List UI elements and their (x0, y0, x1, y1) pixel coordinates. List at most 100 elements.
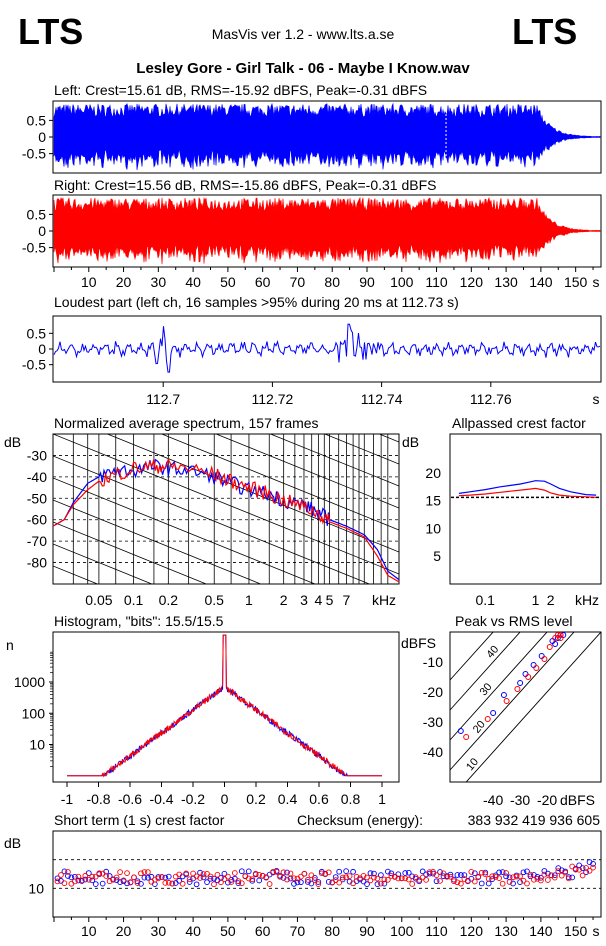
y-tick-label: 0.5 (27, 325, 47, 341)
crest-point (458, 872, 464, 878)
crest-point (378, 880, 384, 887)
crest-point (437, 878, 443, 884)
crest-point (238, 868, 245, 875)
y-tick-label: 0.5 (27, 206, 47, 222)
crest-point (538, 874, 544, 881)
crest-point (92, 873, 99, 880)
crest-point (113, 874, 120, 881)
crest-point (430, 870, 436, 877)
crest-point (134, 880, 141, 886)
x-tick-label: 0.6 (309, 791, 329, 807)
avg-spectrum-title: Normalized average spectrum, 157 frames (54, 415, 319, 431)
crest-point (61, 868, 68, 875)
x-tick-label: 112.7 (146, 391, 180, 407)
crest-point (423, 877, 429, 883)
crest-point (85, 870, 92, 876)
crest-point (412, 874, 419, 880)
crest-point (531, 876, 537, 883)
x-tick-label: 30 (151, 274, 167, 290)
crest-point (190, 870, 196, 877)
crest-point (433, 872, 440, 878)
peak-vs-rms-point (484, 716, 491, 722)
x-tick-label: 120 (460, 274, 484, 290)
peak-vs-rms-point (557, 635, 564, 641)
crest-point (513, 873, 520, 880)
x-tick-label: 50 (220, 923, 236, 939)
crest-point (364, 874, 370, 881)
x-tick-label: 1 (532, 592, 540, 608)
x-tick-label: 70 (290, 923, 306, 939)
crest-point (270, 868, 276, 875)
crest-point (336, 879, 343, 886)
avg-spectrum-ylabel: dB (4, 434, 21, 450)
crest-point (141, 874, 148, 881)
x-tick-label: 140 (529, 274, 553, 290)
x-tick-label: 112.74 (361, 391, 403, 407)
crest-point (388, 873, 395, 879)
crest-point (263, 874, 269, 880)
crest-point (193, 873, 200, 880)
x-tick-label: 60 (255, 923, 271, 939)
peak-vs-rms-point (463, 734, 470, 740)
crest-point (200, 871, 207, 877)
crest-point (287, 870, 294, 877)
crest-point (385, 876, 391, 883)
histogram-panel: Histogram, "bits": 15.5/15.5 n 100010010… (6, 613, 400, 807)
crest-point (256, 872, 263, 878)
right-waveform-panel: Right: Crest=15.56 dB, RMS=-15.86 dBFS, … (22, 177, 602, 290)
crest-point (551, 872, 558, 879)
crest-point (405, 876, 412, 883)
crest-point (489, 873, 496, 880)
crest-point (343, 874, 349, 881)
x-tick-label: 10 (81, 274, 97, 290)
x-tick-label: 30 (151, 923, 167, 939)
y-tick-label: -20 (423, 684, 443, 700)
crest-point (65, 873, 71, 879)
crest-point (325, 879, 332, 885)
crest-point (68, 874, 75, 881)
x-tick-label: 90 (359, 923, 375, 939)
y-tick-label: -30 (423, 714, 443, 730)
peak-vs-rms-panel: Peak vs RMS level dBFS 40 30 20 10 0 dB -10 -… (401, 613, 602, 808)
crest-point (89, 877, 96, 884)
crest-point (343, 868, 349, 874)
peak-vs-rms-point (503, 698, 510, 704)
crest-point (388, 870, 395, 877)
crest-point (468, 869, 475, 875)
crest-point (252, 870, 259, 877)
x-tick-label: 3 (300, 592, 308, 608)
crest-point (590, 864, 596, 871)
x-tick-label: 4 (314, 592, 322, 608)
x-tick-label: -40 (483, 792, 503, 808)
crest-point (541, 871, 548, 878)
crest-point (225, 879, 231, 886)
crest-point (145, 869, 151, 875)
x-tick-label: 7 (343, 592, 351, 608)
x-tick-label: -30 (510, 792, 530, 808)
x-tick-label: 50 (220, 274, 236, 290)
x-tick-label: 100 (390, 923, 414, 939)
crest-point (308, 880, 315, 887)
crest-point (440, 873, 447, 880)
peak-vs-rms-point (514, 686, 521, 692)
crest-point (527, 871, 534, 878)
short-term-crest-ylabel: dB (4, 835, 21, 851)
crest-point (555, 868, 562, 875)
crest-point (360, 872, 367, 879)
crest-point (398, 875, 405, 882)
crest-point (437, 869, 443, 875)
x-tick-label: 40 (185, 923, 201, 939)
crest-point (364, 881, 370, 887)
crest-point (176, 877, 183, 884)
crest-point (381, 876, 388, 883)
crest-point (141, 869, 148, 875)
crest-point (371, 870, 377, 877)
x-tick-label: -1 (61, 791, 74, 807)
crest-point (520, 869, 527, 876)
crest-point (235, 880, 242, 886)
crest-point (231, 870, 238, 876)
crest-point (204, 879, 210, 885)
crest-point (96, 870, 103, 877)
x-tick-label: 0.1 (124, 592, 144, 608)
crest-point (350, 880, 356, 887)
